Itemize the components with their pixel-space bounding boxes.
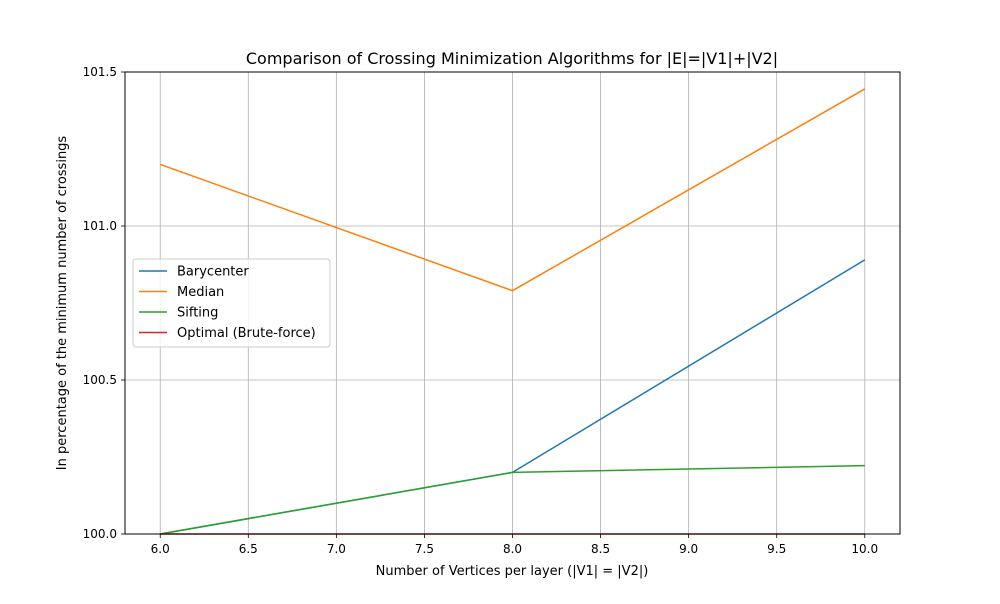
legend-label: Optimal (Brute-force) (177, 326, 316, 341)
y-tick-label: 101.0 (83, 219, 117, 233)
x-axis-label: Number of Vertices per layer (|V1| = |V2… (376, 564, 649, 579)
x-tick-label: 7.5 (415, 542, 434, 556)
series-line-sifting (160, 464, 865, 535)
legend-label: Sifting (177, 306, 218, 321)
x-tick-label: 9.5 (767, 542, 786, 556)
y-tick-label: 101.5 (83, 65, 117, 79)
y-axis-label: In percentage of the minimum number of c… (55, 136, 70, 471)
x-tick-label: 6.0 (151, 542, 170, 556)
x-tick-label: 8.5 (591, 542, 610, 556)
y-tick-label: 100.0 (83, 527, 117, 541)
x-axis-ticks: 6.0 6.5 7.0 7.5 8.0 8.5 9.0 9.5 10.0 (151, 534, 878, 556)
series-line-median (159, 88, 866, 292)
legend-label: Barycenter (177, 265, 249, 280)
x-tick-label: 10.0 (851, 542, 878, 556)
x-tick-label: 8.0 (503, 542, 522, 556)
y-axis-ticks: 100.0 100.5 101.0 101.5 (83, 65, 125, 541)
y-tick-label: 100.5 (83, 373, 117, 387)
x-tick-label: 9.0 (679, 542, 698, 556)
legend-label: Median (177, 285, 224, 300)
x-tick-label: 6.5 (239, 542, 258, 556)
chart-title: Comparison of Crossing Minimization Algo… (246, 49, 778, 68)
legend-box (132, 258, 331, 348)
x-tick-label: 7.0 (327, 542, 346, 556)
legend: Barycenter Median Sifting Optimal (Brute-fo… (132, 258, 331, 348)
